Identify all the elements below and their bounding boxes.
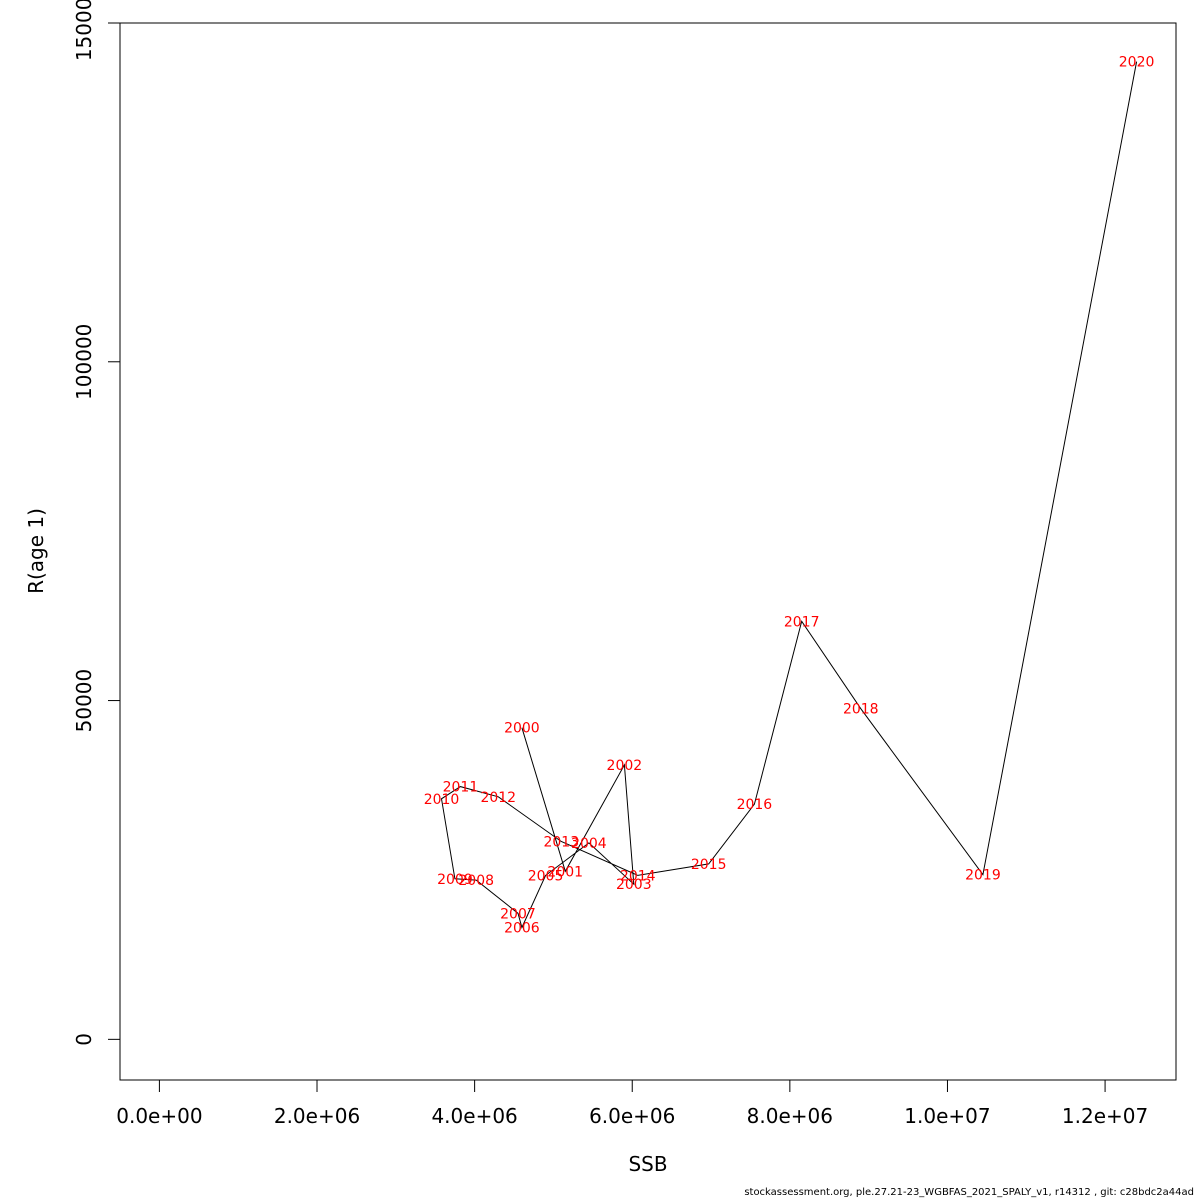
- year-label-2019: 2019: [965, 868, 1001, 884]
- footer-credit: stockassessment.org, ple.27.21-23_WGBFAS…: [744, 1187, 1194, 1198]
- y-tick-label: 50000: [72, 669, 96, 733]
- y-tick-label: 0: [72, 1033, 96, 1046]
- plot-frame: [119, 22, 1177, 1081]
- x-axis: 0.0e+00 2.0e+06 4.0e+06 6.0e+06 8.0e+06 1.0e+…: [116, 1079, 1148, 1128]
- year-label-2000: 2000: [504, 721, 540, 737]
- y-axis-label: R(age 1): [24, 508, 48, 594]
- year-label-2010: 2010: [424, 792, 460, 808]
- x-tick-label: 4.0e+06: [431, 1104, 517, 1128]
- year-label-2009: 2009: [437, 872, 473, 888]
- y-axis: 0 50000 100000 150000: [72, 0, 121, 1046]
- year-label-2006: 2006: [504, 921, 540, 937]
- year-label-2008: 2008: [458, 873, 494, 889]
- year-label-2001: 2001: [547, 864, 583, 880]
- year-label-2013: 2013: [543, 834, 579, 850]
- year-label-2004: 2004: [571, 836, 607, 852]
- year-label-2011: 2011: [443, 780, 479, 796]
- x-tick-label: 1.2e+07: [1062, 1104, 1148, 1128]
- x-axis-label: SSB: [628, 1152, 667, 1176]
- year-label-2005: 2005: [528, 868, 564, 884]
- year-label-2017: 2017: [784, 614, 820, 630]
- year-label-2020: 2020: [1119, 55, 1155, 71]
- x-tick-label: 0.0e+00: [116, 1104, 202, 1128]
- y-tick-label: 100000: [72, 324, 96, 400]
- year-label-2002: 2002: [607, 758, 643, 774]
- year-label-2003: 2003: [616, 877, 652, 893]
- year-label-2015: 2015: [691, 857, 727, 873]
- recruitment-ssb-line: [440, 61, 1138, 929]
- year-label-2012: 2012: [480, 790, 516, 806]
- year-label-2018: 2018: [843, 702, 879, 718]
- year-label-2014: 2014: [620, 868, 656, 884]
- y-tick-label: 150000: [72, 0, 96, 61]
- x-tick-label: 6.0e+06: [589, 1104, 675, 1128]
- x-tick-label: 1.0e+07: [904, 1104, 990, 1128]
- x-tick-label: 2.0e+06: [274, 1104, 360, 1128]
- year-label-2007: 2007: [500, 906, 536, 922]
- x-tick-label: 8.0e+06: [747, 1104, 833, 1128]
- year-label-2016: 2016: [737, 797, 773, 813]
- point-labels: 2000200120022003200420052006200720082009…: [424, 55, 1155, 937]
